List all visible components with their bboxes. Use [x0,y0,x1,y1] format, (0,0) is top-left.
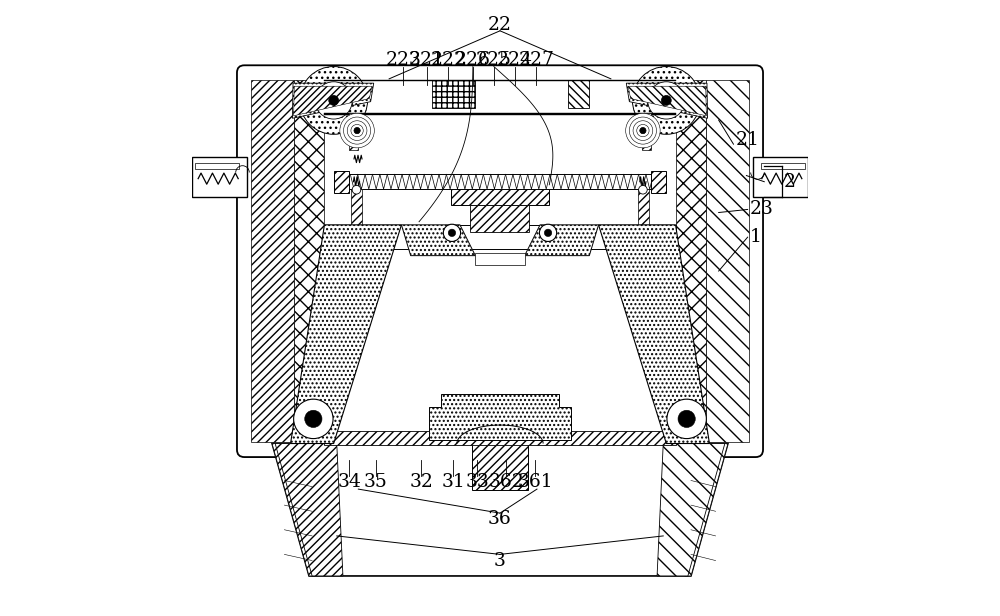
Bar [334,171,349,193]
Circle shape [294,399,333,439]
Circle shape [648,82,685,119]
Polygon shape [706,80,749,442]
Text: 31: 31 [441,472,465,491]
Text: 222: 222 [430,51,466,70]
Text: 21: 21 [735,131,759,150]
Polygon shape [294,80,324,442]
Bar [351,189,362,232]
Text: 221: 221 [409,51,445,70]
Bar [324,113,676,115]
Circle shape [640,128,646,134]
Polygon shape [291,225,401,444]
Circle shape [448,229,456,237]
Circle shape [629,117,656,144]
Bar [192,157,247,197]
Polygon shape [292,83,374,118]
Circle shape [640,128,646,134]
Circle shape [329,95,339,105]
Text: 2: 2 [783,172,795,191]
Circle shape [632,67,700,134]
Text: 34: 34 [337,472,361,491]
Polygon shape [251,80,294,442]
Circle shape [544,229,552,237]
Polygon shape [628,86,706,116]
Circle shape [344,117,371,144]
Bar [324,80,676,81]
Bar [324,225,676,249]
Text: 226: 226 [455,51,491,70]
Bar [651,171,666,193]
Circle shape [300,67,368,134]
Bar [432,80,475,108]
Bar [470,205,529,232]
Polygon shape [429,394,571,440]
Circle shape [661,95,671,105]
Circle shape [637,124,649,137]
Circle shape [633,121,653,140]
Text: 227: 227 [518,51,554,70]
Circle shape [678,410,695,428]
Polygon shape [626,83,708,118]
Circle shape [305,410,322,428]
Text: 361: 361 [517,472,553,491]
Polygon shape [676,80,706,442]
Polygon shape [672,444,728,576]
Circle shape [352,185,361,194]
Bar [195,163,239,169]
Circle shape [626,113,660,148]
Circle shape [347,121,367,140]
Circle shape [315,82,352,119]
Text: 224: 224 [497,51,533,70]
Circle shape [354,128,360,134]
Text: 35: 35 [364,472,388,491]
Polygon shape [272,444,328,576]
Bar [642,113,651,150]
Polygon shape [275,444,343,576]
Text: 362: 362 [488,472,524,491]
Text: 22: 22 [488,15,512,34]
Bar [761,163,805,169]
Circle shape [667,399,706,439]
Polygon shape [657,444,725,576]
Bar [753,157,808,197]
Text: 223: 223 [385,51,421,70]
Circle shape [443,224,461,241]
Polygon shape [401,225,475,256]
Circle shape [639,185,647,194]
Bar [324,431,676,445]
Circle shape [539,224,557,241]
Polygon shape [599,225,709,444]
Text: 33: 33 [465,472,489,491]
Text: 23: 23 [749,200,773,219]
Bar [475,253,525,265]
Bar [472,440,528,490]
Text: 225: 225 [476,51,512,70]
Circle shape [351,124,363,137]
Bar [638,189,649,232]
Text: 32: 32 [409,472,433,491]
Polygon shape [525,225,599,256]
Text: 3: 3 [494,551,506,570]
Bar [568,80,589,108]
Polygon shape [294,86,372,116]
Circle shape [340,113,374,148]
FancyBboxPatch shape [237,65,763,457]
Bar [343,174,657,189]
Circle shape [354,128,360,134]
Text: 1: 1 [749,228,761,246]
Polygon shape [272,444,728,576]
Bar [451,189,549,205]
Text: 36: 36 [488,510,512,529]
Bar [349,113,358,150]
